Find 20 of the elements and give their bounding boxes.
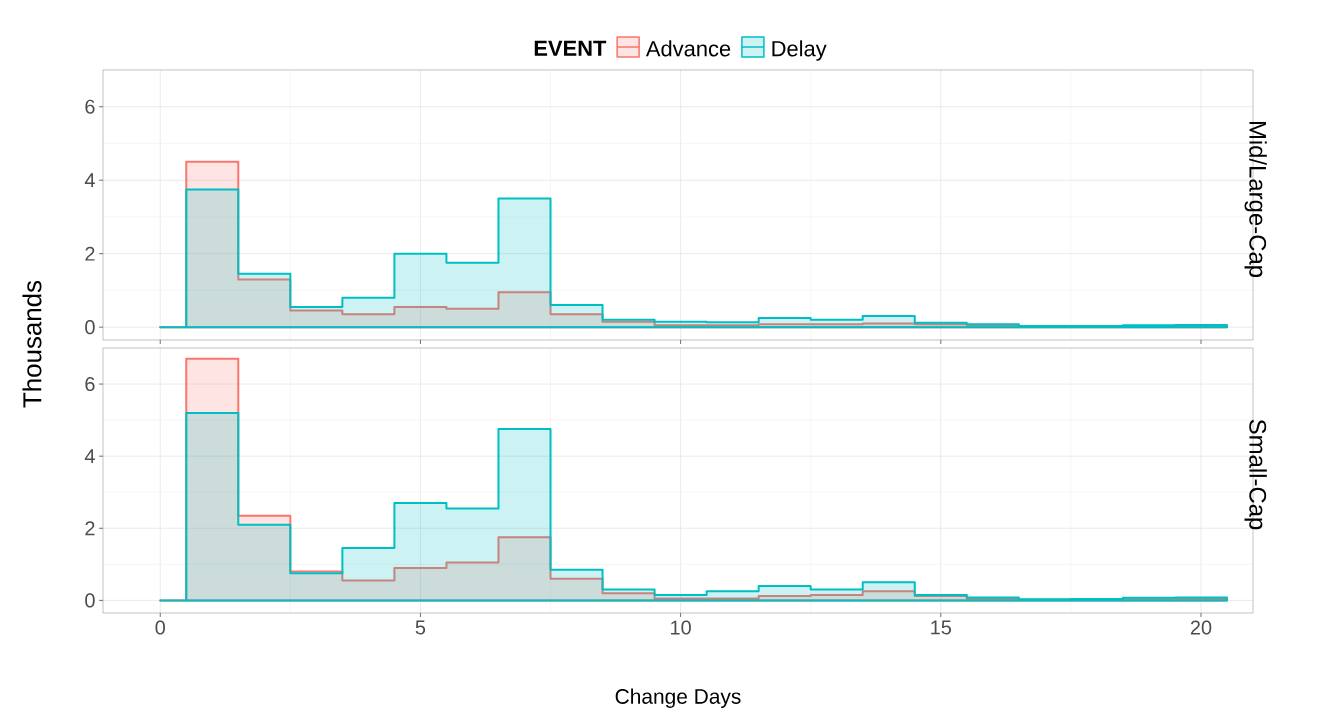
legend-title: EVENT <box>534 40 607 56</box>
legend-label: Advance <box>645 40 731 57</box>
x-tick-label: 20 <box>1190 620 1212 635</box>
y-tick-label: 6 <box>85 377 95 392</box>
text: Mid/Large-Cap <box>1244 121 1267 278</box>
text: Small-Cap <box>1244 419 1267 530</box>
y-tick-label: 4 <box>84 449 95 464</box>
y-tick-label: 2 <box>85 246 95 261</box>
x-tick-label: 0 <box>155 620 165 635</box>
y-axis-title: Thousands <box>22 280 42 408</box>
x-tick-label: 5 <box>415 620 426 635</box>
y-tick-label: 2 <box>85 521 95 536</box>
x-tick-label: 10 <box>671 620 691 635</box>
x-tick-label: 15 <box>931 620 952 635</box>
y-tick-label: 4 <box>84 173 95 188</box>
legend-label: Delay <box>772 40 827 61</box>
y-tick-label: 0 <box>85 320 95 335</box>
y-tick-label: 6 <box>85 99 95 114</box>
x-axis-title: Change Days <box>615 688 741 709</box>
y-tick-label: 0 <box>85 593 95 608</box>
